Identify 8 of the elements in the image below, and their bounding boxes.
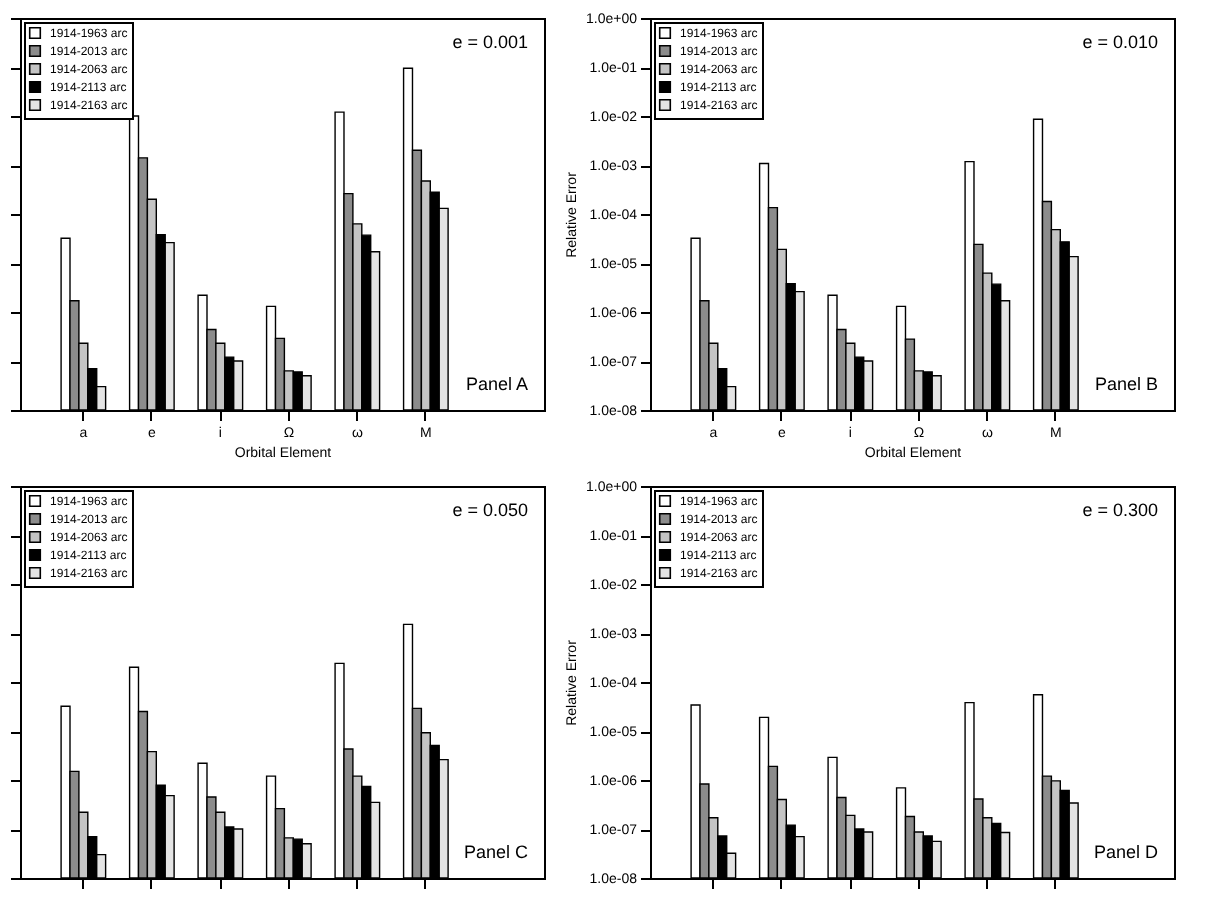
text: Panel B	[1094, 374, 1158, 394]
text: Panel A	[465, 374, 528, 394]
annotation: e = 0.050	[452, 500, 528, 520]
text: Panel C	[463, 842, 529, 862]
annotation: e = 0.300	[1082, 500, 1158, 520]
text: Panel D	[1093, 842, 1159, 862]
annotation: e = 0.010	[1082, 32, 1158, 52]
annotation: e = 0.001	[452, 32, 528, 52]
